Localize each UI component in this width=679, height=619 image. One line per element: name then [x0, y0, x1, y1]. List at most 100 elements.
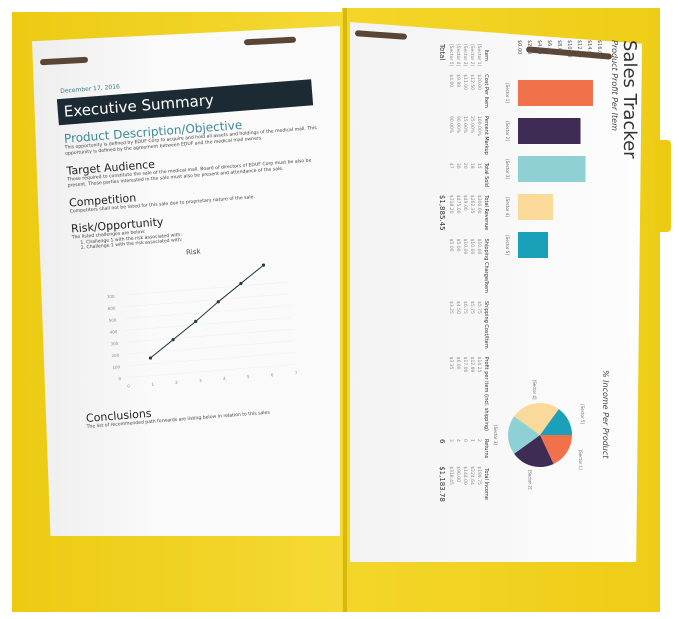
table-cell: $11.00 — [462, 74, 467, 91]
table-cell: $10.00 — [469, 238, 474, 255]
y-tick-label: 0 — [118, 376, 121, 381]
table-cell: [Sector 4] — [455, 44, 460, 67]
gridline — [126, 340, 294, 355]
table-header-row: Item Cost Per Item Percent Markup Total Sol… — [482, 40, 490, 506]
table-cell: 15.00% — [462, 115, 467, 134]
pie-label: [Sector 3] — [493, 425, 498, 445]
table-cell: $224.64 — [469, 466, 474, 485]
total-cell — [437, 235, 447, 297]
table-cell: $318.20 — [448, 194, 453, 214]
table-cell: 15 — [476, 162, 481, 169]
table-row: [Sector 3] $11.00 15.00% 20 $49.00 $10.00 $6.7… — [461, 40, 468, 506]
table-cell: 47 — [448, 162, 453, 169]
table-cell: $17.00 — [462, 356, 467, 373]
table-cell: $6.00 — [455, 356, 460, 370]
pie-label: [Sector 1] — [578, 450, 583, 470]
gridline — [124, 317, 292, 331]
total-row: Total $1,885.45 6 $1,183.78 — [437, 40, 447, 506]
table-cell: $4.00 — [448, 74, 453, 88]
total-cell: $1,183.78 — [438, 466, 446, 502]
y-tick-label: 300 — [110, 341, 118, 347]
gridline — [127, 364, 296, 378]
table-cell: 18 — [469, 162, 474, 169]
total-cell — [437, 159, 447, 191]
gridline — [126, 352, 295, 367]
table-cell: [Sector 2] — [469, 44, 474, 67]
data-point — [148, 356, 153, 360]
table-cell: 1 — [469, 439, 474, 442]
data-point — [216, 300, 220, 304]
data-point — [171, 338, 175, 342]
total-cell — [437, 353, 447, 435]
table-row: [Sector 2] $12.50 25.00% 18 $262.35 $10.00 $5.… — [468, 40, 475, 506]
x-tick-label: [Sector 5] — [505, 235, 510, 255]
bar — [518, 156, 586, 182]
x-tick-label: 2 — [175, 380, 178, 385]
x-tick-label: 7 — [295, 370, 298, 375]
column-header: Returns — [483, 439, 489, 459]
pie-chart-title: % Income Per Product — [601, 370, 610, 459]
total-cell — [437, 70, 447, 112]
column-header: Profit per item (incl. shipping) — [483, 356, 489, 432]
x-tick-label: [Sector 1] — [505, 83, 510, 103]
y-tick-label: $0.00 — [516, 40, 522, 54]
data-point — [239, 281, 243, 286]
pie-label: [Sector 5] — [580, 404, 585, 424]
table-cell: $12.89 — [469, 356, 474, 373]
table-cell: $5.75 — [469, 300, 474, 314]
table-cell: $144.00 — [462, 466, 467, 485]
risk-chart: Risk 700 600 500 400 300 200 100 0 0 1 2 3 4 5 6 7 — [107, 247, 298, 388]
table-cell: 3 — [448, 439, 453, 442]
table-cell: $5.00 — [448, 238, 453, 252]
x-tick-label: 0 — [127, 383, 130, 388]
table-cell: 0 — [462, 439, 467, 442]
pie-slice — [514, 403, 559, 435]
y-tick-label: $12.00 — [576, 40, 582, 58]
gridline — [125, 328, 293, 343]
y-tick-label: $8.00 — [556, 40, 562, 54]
column-header: Cost Per Item — [483, 74, 489, 108]
table-cell: 4 — [455, 439, 460, 442]
table-cell: $318.45 — [448, 466, 453, 485]
table-cell: $12.50 — [469, 74, 474, 91]
pie-slice — [540, 409, 572, 435]
table-cell: 2 — [476, 439, 481, 442]
table-cell: $475.00 — [455, 194, 460, 214]
x-tick-label: 4 — [223, 376, 226, 381]
table-cell: $14.25 — [476, 356, 481, 373]
y-tick-label: 700 — [107, 294, 115, 300]
table-cell: $9.99 — [455, 74, 460, 88]
total-cell — [437, 112, 447, 159]
y-tick-label: 600 — [108, 306, 116, 312]
column-header: Percent Markup — [483, 115, 489, 155]
x-tick-label: [Sector 3] — [505, 159, 510, 179]
table-row: [Sector 5] $4.00 90.00% 47 $318.20 $5.00 $3.25… — [447, 40, 454, 506]
y-tick-label: $10.00 — [566, 40, 572, 58]
table-cell: 25.00% — [469, 115, 474, 134]
total-cell: 6 — [438, 439, 446, 444]
column-header: Total Revenue — [483, 195, 489, 231]
bar — [518, 80, 593, 106]
table-cell: $5.00 — [455, 238, 460, 252]
table-cell: 90.00% — [448, 115, 453, 134]
table-cell: [Sector 1] — [476, 44, 481, 67]
table-cell: $199.75 — [476, 466, 481, 485]
bar — [518, 232, 548, 258]
data-point — [194, 319, 198, 323]
column-header: Total Sold — [483, 162, 489, 187]
y-tick-label: $6.00 — [546, 40, 552, 54]
income-pie-chart: [Sector 1] [Sector 2] [Sector 3] [Sector 4]… — [493, 380, 585, 490]
y-tick-label: $16.00 — [596, 40, 602, 58]
x-tick-label: 1 — [151, 382, 154, 387]
pie-slice — [540, 435, 572, 464]
sales-tracker-page — [350, 22, 642, 562]
table-cell: 100.00% — [476, 115, 481, 136]
table-cell: [Sector 5] — [448, 44, 453, 67]
y-tick-label: 400 — [109, 329, 117, 335]
table-row: [Sector 4] $9.99 90.00% 36 $475.00 $5.00 $4.50… — [454, 40, 461, 506]
bar-chart-title: Product Profit Per Item — [610, 40, 619, 131]
table-cell: $10.00 — [476, 238, 481, 255]
chart-title: Risk — [186, 247, 202, 256]
profit-bar-chart: $16.00 $14.00 $12.00 $10.00 $8.00 $6.00 $4.00 $… — [505, 40, 602, 258]
table-cell: $3.35 — [448, 356, 453, 370]
